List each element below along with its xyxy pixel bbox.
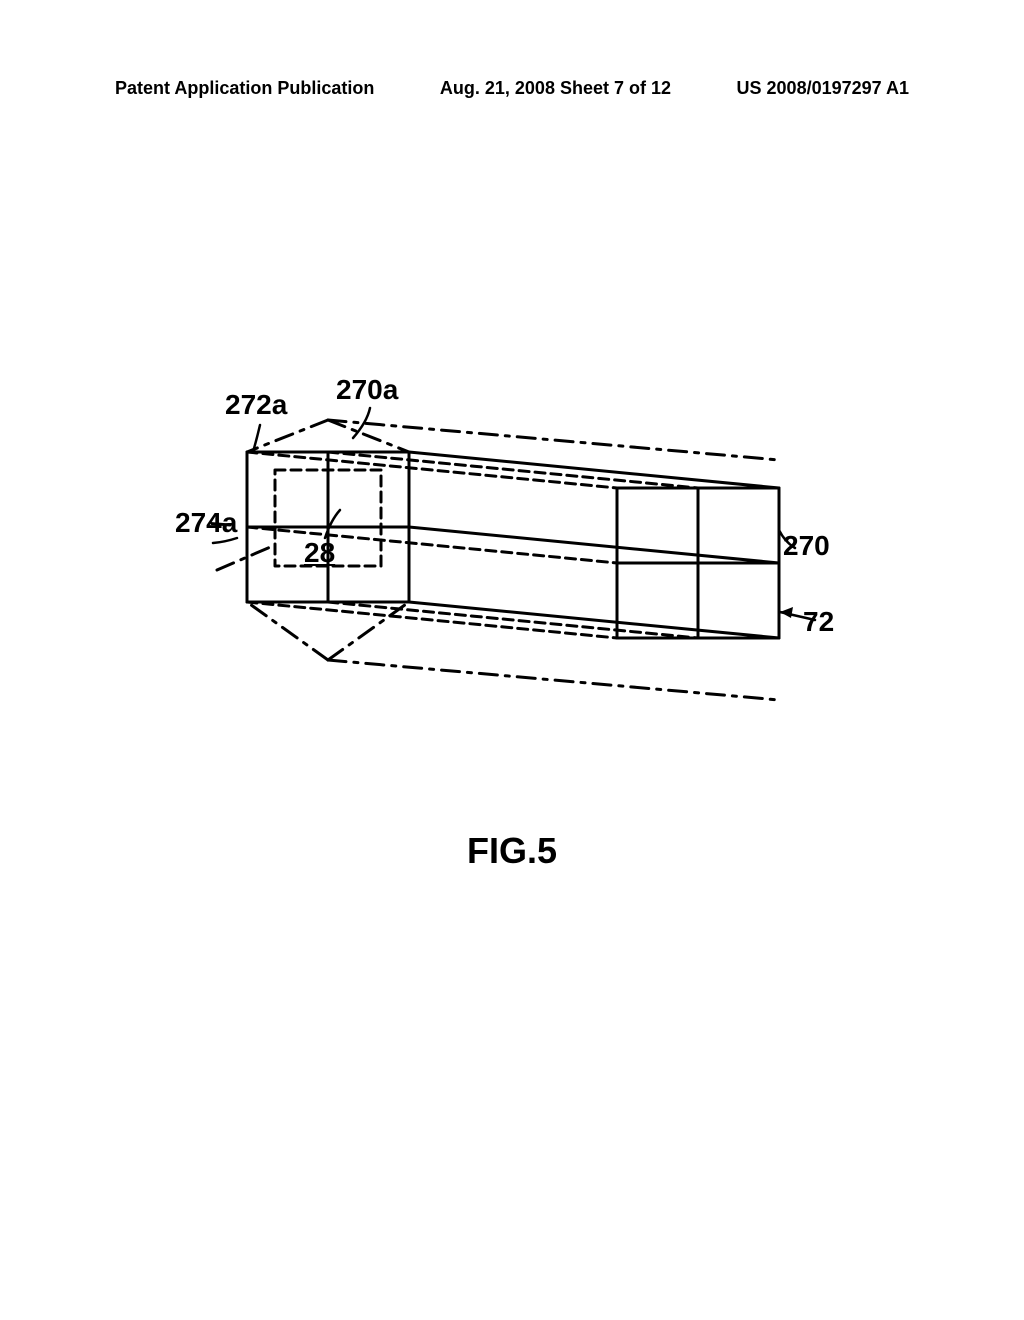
header-center: Aug. 21, 2008 Sheet 7 of 12 <box>440 78 671 99</box>
label-28: 28 <box>304 537 335 569</box>
label-270: 270 <box>783 530 830 562</box>
figure-caption: FIG.5 <box>0 830 1024 872</box>
header-left: Patent Application Publication <box>115 78 374 99</box>
label-274a: 274a <box>175 507 237 539</box>
label-272a: 272a <box>225 389 287 421</box>
label-270a: 270a <box>336 374 398 406</box>
figure-5-diagram: 272a 270a 274a 28 270 72 <box>155 370 875 810</box>
label-72: 72 <box>803 606 834 638</box>
header-right: US 2008/0197297 A1 <box>737 78 909 99</box>
